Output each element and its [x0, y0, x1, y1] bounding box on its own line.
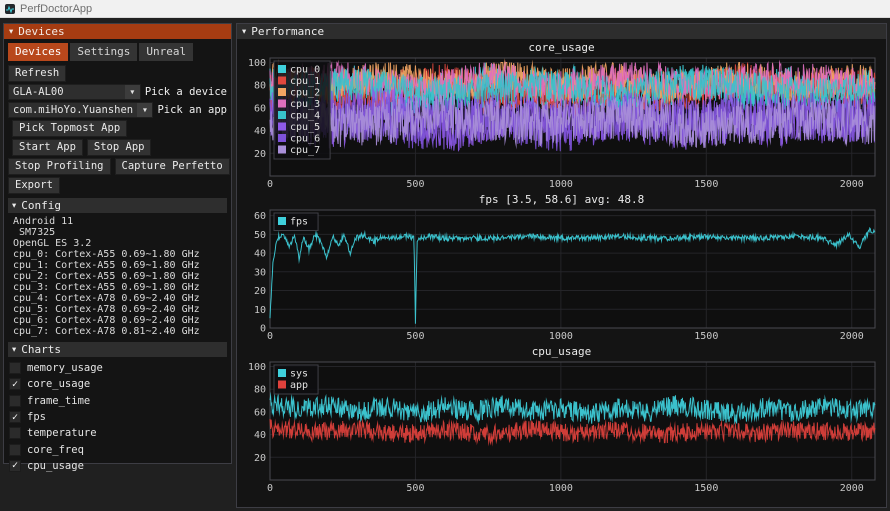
- charts-header-label: Charts: [21, 343, 61, 356]
- config-header[interactable]: ▼ Config: [8, 198, 227, 213]
- stop-profiling-button[interactable]: Stop Profiling: [8, 158, 111, 175]
- chart-title: fps [3.5, 58.6] avg: 48.8: [240, 192, 883, 207]
- checkbox-checked-icon: ✓: [9, 460, 21, 472]
- pick-topmost-app-button[interactable]: Pick Topmost App: [12, 120, 127, 137]
- app-title: PerfDoctorApp: [20, 3, 92, 15]
- config-line: cpu_6: Cortex-A78 0.69~2.40 GHz: [13, 315, 227, 326]
- app-combo-label: Pick an app: [157, 104, 227, 116]
- performance-window-body: core_usage fps [3.5, 58.6] avg: 48.8 cpu…: [237, 39, 886, 507]
- chart-toggle-temperature[interactable]: temperature: [9, 425, 227, 441]
- chart-core-usage: core_usage: [240, 40, 883, 191]
- core-usage-plot[interactable]: [240, 55, 883, 191]
- os-titlebar[interactable]: PerfDoctorApp: [0, 0, 890, 18]
- chart-toggle-memory_usage[interactable]: memory_usage: [9, 360, 227, 376]
- chart-toggle-list: memory_usage ✓ core_usage frame_time ✓ fps tem…: [8, 359, 227, 474]
- device-config-info: Android 11 SM7325OpenGL ES 3.2cpu_0: Cor…: [8, 215, 227, 338]
- desktop: { "window_title": "PerfDoctorApp", "icon…: [0, 0, 890, 511]
- chevron-down-icon: ▼: [137, 103, 152, 117]
- cpu-usage-plot[interactable]: [240, 359, 883, 495]
- chart-fps: fps [3.5, 58.6] avg: 48.8: [240, 192, 883, 343]
- config-line: cpu_1: Cortex-A55 0.69~1.80 GHz: [13, 260, 227, 271]
- chart-toggle-label: core_usage: [27, 378, 90, 390]
- devices-window-body: Devices Settings Unreal Refresh GLA-AL00…: [4, 39, 231, 477]
- device-combo-label: Pick a device: [145, 86, 227, 98]
- config-line: cpu_3: Cortex-A55 0.69~1.80 GHz: [13, 282, 227, 293]
- checkbox-unchecked-icon: [9, 395, 21, 407]
- chart-toggle-fps[interactable]: ✓ fps: [9, 409, 227, 425]
- app-combo-value: com.miHoYo.Yuanshen: [9, 104, 137, 116]
- checkbox-unchecked-icon: [9, 427, 21, 439]
- chart-toggle-label: core_freq: [27, 444, 84, 456]
- start-app-button[interactable]: Start App: [12, 139, 83, 156]
- config-line: cpu_5: Cortex-A78 0.69~2.40 GHz: [13, 304, 227, 315]
- checkbox-checked-icon: ✓: [9, 411, 21, 423]
- capture-perfetto-button[interactable]: Capture Perfetto: [115, 158, 230, 175]
- config-line: cpu_0: Cortex-A55 0.69~1.80 GHz: [13, 249, 227, 260]
- charts-header[interactable]: ▼ Charts: [8, 342, 227, 357]
- device-combo-value: GLA-AL00: [9, 86, 125, 98]
- chevron-down-icon: ▼: [125, 85, 140, 99]
- config-line: Android 11: [13, 216, 227, 227]
- chart-toggle-label: cpu_usage: [27, 460, 84, 472]
- chart-toggle-label: memory_usage: [27, 362, 103, 374]
- config-line: cpu_4: Cortex-A78 0.69~2.40 GHz: [13, 293, 227, 304]
- checkbox-checked-icon: ✓: [9, 378, 21, 390]
- config-line: cpu_7: Cortex-A78 0.81~2.40 GHz: [13, 326, 227, 337]
- app-combo[interactable]: com.miHoYo.Yuanshen ▼: [8, 102, 153, 118]
- chart-title: cpu_usage: [240, 344, 883, 359]
- chart-toggle-cpu_usage[interactable]: ✓ cpu_usage: [9, 458, 227, 474]
- performance-window-titlebar[interactable]: ▼ Performance: [237, 24, 886, 39]
- chart-cpu-usage: cpu_usage: [240, 344, 883, 495]
- collapse-arrow-icon: ▼: [12, 347, 16, 354]
- collapse-arrow-icon[interactable]: ▼: [9, 29, 13, 36]
- tab-devices[interactable]: Devices: [8, 43, 68, 61]
- performance-window: ▼ Performance core_usage fps [3.5, 58.6]…: [236, 23, 887, 508]
- chart-toggle-core_usage[interactable]: ✓ core_usage: [9, 376, 227, 392]
- devices-window-titlebar[interactable]: ▼ Devices: [4, 24, 231, 39]
- tab-bar: Devices Settings Unreal: [8, 43, 227, 61]
- chart-toggle-label: temperature: [27, 427, 97, 439]
- config-line: cpu_2: Cortex-A55 0.69~1.80 GHz: [13, 271, 227, 282]
- chart-toggle-label: fps: [27, 411, 46, 423]
- app-icon: [5, 4, 15, 14]
- device-combo[interactable]: GLA-AL00 ▼: [8, 84, 141, 100]
- devices-window: ▼ Devices Devices Settings Unreal Refres…: [3, 23, 232, 464]
- performance-window-title: Performance: [251, 25, 324, 38]
- export-button[interactable]: Export: [8, 177, 60, 194]
- devices-window-title: Devices: [18, 25, 64, 38]
- chart-toggle-frame_time[interactable]: frame_time: [9, 393, 227, 409]
- chart-title: core_usage: [240, 40, 883, 55]
- checkbox-unchecked-icon: [9, 444, 21, 456]
- config-line: OpenGL ES 3.2: [13, 238, 227, 249]
- tab-unreal[interactable]: Unreal: [139, 43, 193, 61]
- fps-plot[interactable]: [240, 207, 883, 343]
- config-line: SM7325: [13, 227, 227, 238]
- refresh-button[interactable]: Refresh: [8, 65, 66, 82]
- config-header-label: Config: [21, 199, 61, 212]
- chart-toggle-core_freq[interactable]: core_freq: [9, 441, 227, 457]
- collapse-arrow-icon: ▼: [12, 203, 16, 210]
- stop-app-button[interactable]: Stop App: [87, 139, 152, 156]
- chart-toggle-label: frame_time: [27, 395, 90, 407]
- collapse-arrow-icon[interactable]: ▼: [242, 29, 246, 36]
- tab-settings[interactable]: Settings: [70, 43, 137, 61]
- checkbox-unchecked-icon: [9, 362, 21, 374]
